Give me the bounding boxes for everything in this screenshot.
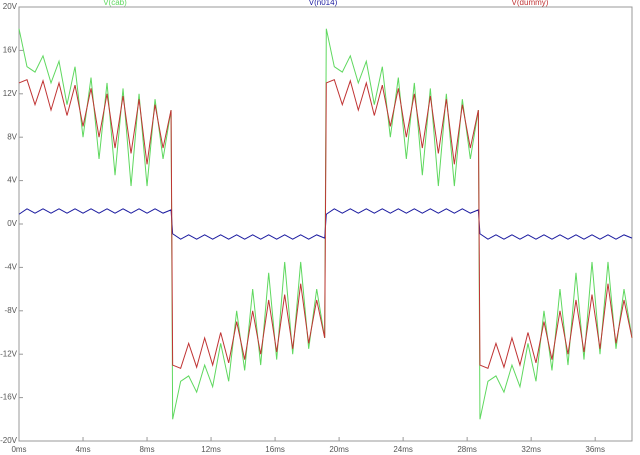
x-tick-label: 0ms — [11, 445, 26, 454]
y-tick-label: 12V — [3, 89, 18, 98]
y-tick-label: -4V — [5, 263, 18, 272]
x-tick-label: 12ms — [201, 445, 221, 454]
y-tick-label: 16V — [3, 46, 18, 55]
y-tick-label: 20V — [3, 2, 18, 11]
x-tick-label: 20ms — [329, 445, 349, 454]
x-tick-label: 32ms — [521, 445, 541, 454]
y-tick-label: -16V — [0, 393, 18, 402]
x-tick-label: 24ms — [393, 445, 413, 454]
x-tick-label: 4ms — [75, 445, 90, 454]
x-tick-label: 16ms — [265, 445, 285, 454]
x-tick-label: 36ms — [585, 445, 605, 454]
legend-label: V(dummy) — [512, 0, 549, 7]
y-tick-label: -20V — [0, 436, 18, 445]
y-tick-label: 8V — [7, 132, 17, 141]
y-tick-label: -12V — [0, 349, 18, 358]
x-tick-label: 28ms — [457, 445, 477, 454]
x-tick-label: 8ms — [139, 445, 154, 454]
legend-label: V(n014) — [309, 0, 338, 7]
y-tick-label: 4V — [7, 176, 17, 185]
legend-label: V(cab) — [103, 0, 127, 7]
y-tick-label: -8V — [5, 306, 18, 315]
y-tick-label: 0V — [7, 219, 17, 228]
series-line — [18, 79, 633, 369]
